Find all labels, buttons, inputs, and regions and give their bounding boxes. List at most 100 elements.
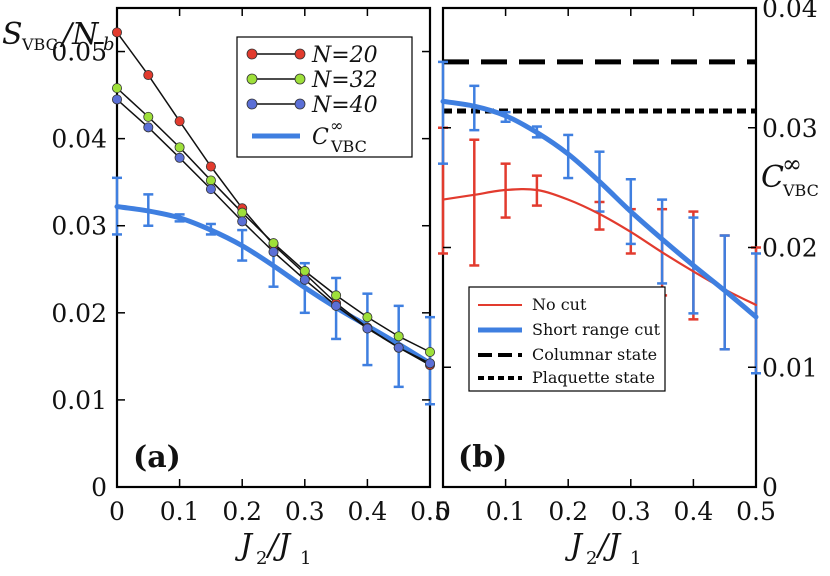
panel-b-ticks [442,7,757,488]
panel-a-ticks [116,8,431,488]
ytick-label-a-3: 0.03 [51,212,107,241]
panel-a-points [112,27,435,371]
ytick-label-b-3: 0.03 [762,114,818,143]
point-N=32-10 [424,347,435,358]
point-N=40-2 [174,152,185,163]
ytick-label-a-4: 0.04 [51,125,107,154]
xtick-label-a-0: 0 [109,497,125,526]
xtick-label-b-2: 0.2 [548,497,588,526]
panel-b-ylabel-c: C [761,160,784,195]
point-N=20-1 [143,70,154,81]
xtick-label-a-2: 0.2 [222,497,262,526]
point-N=40-3 [205,184,216,195]
point-N=40-6 [299,274,310,285]
ytick-label-b-2: 0.02 [762,234,818,263]
ytick-label-b-4: 0.04 [762,0,818,23]
panel-a-tag: (a) [133,440,181,475]
legend-b-short-label: Short range cut [532,320,661,339]
point-N=32-3 [205,175,216,186]
panel-a-xlabel: J 2 /J 1 [234,528,311,569]
legend-b-columnar-label: Columnar state [532,345,657,364]
xtick-label-b-0: 0 [435,497,451,526]
point-N=32-1 [143,111,154,122]
panel-a-ylabel-sub: VBC [21,35,58,54]
point-N=40-5 [268,246,279,257]
panel-a-legend: N=20 N=32 N=40 C ∞ VBC [236,36,413,158]
legend-b-plaquette-label: Plaquette state [532,368,655,387]
panel-b-xlabel-slash: /J [595,528,622,563]
panel-a-xlabel-slash: /J [265,528,292,563]
ytick-label-b-1: 0.01 [762,353,818,382]
xtick-label-a-4: 0.4 [348,497,388,526]
point-N=32-2 [174,142,185,153]
panel-b-tag: (b) [458,440,507,475]
panel-b-frame [441,6,758,489]
panel-a-xlabel-2: 2 [256,548,267,569]
c-vbc-curve [114,204,433,366]
point-N=32-8 [362,312,373,323]
xtick-label-a-5: 0.5 [410,497,450,526]
point-N=40-8 [362,323,373,334]
panel-b-xlabel: J 2 /J 1 [564,528,641,569]
legend-a-n20-marker-l [246,48,258,60]
panel-b-tick-labels: 0 0.1 0.2 0.3 0.4 0.500.010.020.030.04 [435,0,818,526]
panel-b-lines [440,98,759,320]
legend-a-c-sub: VBC [330,137,367,156]
point-N=40-9 [393,342,404,353]
point-N=20-2 [174,116,185,127]
panel-b-xlabel-j: J [564,528,584,563]
point-N=32-6 [299,266,310,277]
panel-b-ylabel-sup: ∞ [782,150,802,178]
point-N=32-7 [331,290,342,301]
panel-a: 0 0.1 0.2 0.3 0.4 0.500.010.020.030.040.05 N=… [2,6,450,569]
panel-a-frame [115,6,432,489]
point-N=20-0 [112,27,123,38]
xtick-label-b-1: 0.1 [486,497,526,526]
legend-a-n32-marker-l [246,73,258,85]
panel-b-legend: No cut Short range cut Columnar state Pl… [468,286,666,392]
panel-a-ylabel-s: S [2,17,23,52]
point-N=20-3 [205,161,216,172]
curve-No cut [441,188,758,307]
point-N=40-4 [237,216,248,227]
legend-a-n40-marker-r [294,98,306,110]
panel-a-ylabel-n: /N [59,17,100,52]
panel-a-xlabel-j: J [234,528,254,563]
point-N=32-4 [237,207,248,218]
point-N=40-7 [331,300,342,311]
panel-b-xlabel-1: 1 [630,548,641,569]
ytick-label-a-5: 0.05 [51,38,107,67]
point-N=32-5 [268,238,279,249]
ytick-label-b-0: 0 [762,473,778,502]
ytick-label-a-1: 0.01 [51,386,107,415]
legend-a-n40-label: N=40 [311,93,378,118]
curve-Short range cut [440,98,759,320]
legend-a-c-sup: ∞ [330,116,343,135]
point-N=40-0 [112,94,123,105]
xtick-label-b-5: 0.5 [736,497,776,526]
panel-a-tick-labels: 0 0.1 0.2 0.3 0.4 0.500.010.020.030.040.05 [51,38,450,526]
xtick-label-a-3: 0.3 [285,497,325,526]
legend-a-n20-label: N=20 [311,43,378,68]
ytick-label-a-0: 0 [91,473,107,502]
panel-a-xlabel-1: 1 [300,548,311,569]
point-N=40-10 [424,358,435,369]
panel-b-reference-lines [443,59,756,114]
panel-b: 0 0.1 0.2 0.3 0.4 0.500.010.020.030.04 No cut… [435,0,819,569]
xtick-label-b-3: 0.3 [611,497,651,526]
legend-a-n20-marker-r [294,48,306,60]
ytick-label-a-2: 0.02 [51,299,107,328]
legend-a-c-label: C [312,125,329,150]
panel-a-ylabel-b: b [103,34,115,55]
panel-b-ylabel-sub: VBC [782,181,819,200]
point-N=32-9 [393,331,404,342]
xtick-label-a-1: 0.1 [160,497,200,526]
legend-b-nocut-label: No cut [532,295,587,314]
legend-a-n32-label: N=32 [311,68,378,93]
point-N=40-1 [143,122,154,133]
legend-a-n32-marker-r [294,73,306,85]
panel-a-ylabel: S VBC /N b [2,17,115,55]
legend-a-n40-marker-l [246,98,258,110]
panel-b-xlabel-2: 2 [586,548,597,569]
